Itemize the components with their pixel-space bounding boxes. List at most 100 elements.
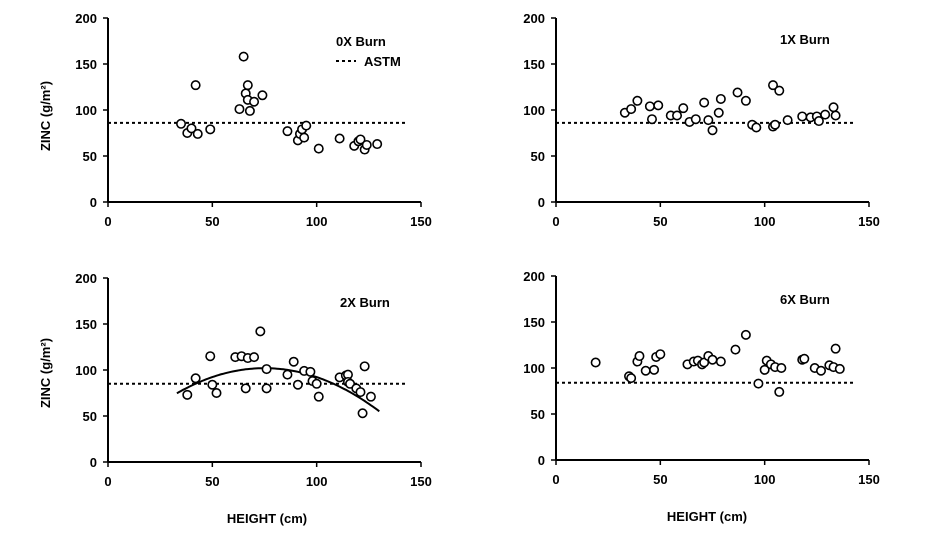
data-point [646, 114, 657, 125]
y-tick-label: 150 [75, 317, 97, 332]
data-point [707, 125, 718, 136]
data-point [699, 97, 710, 108]
data-point [249, 96, 260, 107]
legend: ASTM [336, 54, 401, 69]
data-point [816, 365, 827, 376]
data-point [626, 373, 637, 384]
data-point [234, 104, 245, 115]
data-point [282, 369, 293, 380]
data-point [653, 100, 664, 111]
data-point [240, 383, 251, 394]
y-tick-label: 50 [531, 407, 545, 422]
y-tick-label: 50 [531, 149, 545, 164]
data-point [313, 391, 324, 402]
x-tick-label: 50 [653, 214, 667, 229]
y-tick-label: 0 [538, 453, 545, 468]
data-point [834, 363, 845, 374]
data-point [190, 80, 201, 91]
data-point [768, 80, 779, 91]
y-axis-title-top: ZINC (g/m²) [38, 81, 53, 151]
y-tick-label: 50 [83, 149, 97, 164]
data-point [190, 373, 201, 384]
data-point [715, 356, 726, 367]
y-tick-label: 200 [75, 11, 97, 26]
x-tick-label: 100 [754, 472, 776, 487]
panel-title: 0X Burn [336, 34, 386, 49]
data-point [288, 356, 299, 367]
data-point [730, 344, 741, 355]
data-point [334, 133, 345, 144]
data-point [292, 379, 303, 390]
legend-label: ASTM [364, 54, 401, 69]
data-point [813, 116, 824, 127]
y-tick-label: 0 [90, 195, 97, 210]
x-tick-label: 50 [653, 472, 667, 487]
data-point [634, 351, 645, 362]
data-point [830, 343, 841, 354]
data-point [740, 95, 751, 106]
x-tick-label: 150 [410, 214, 432, 229]
x-tick-label: 150 [410, 474, 432, 489]
data-point [649, 364, 660, 375]
y-tick-label: 150 [75, 57, 97, 72]
data-point [361, 139, 372, 150]
data-point [305, 366, 316, 377]
panel-0x-burn: 0 50 100 150 200 0 50 100 150 0X Burn ASTM [75, 11, 432, 229]
y-tick-label: 50 [83, 409, 97, 424]
data-point [753, 378, 764, 389]
y-axis-title-bottom: ZINC (g/m²) [38, 338, 53, 408]
data-point [774, 85, 785, 96]
data-point [678, 103, 689, 114]
data-point [249, 352, 260, 363]
data-point [707, 354, 718, 365]
x-axis-title-right: HEIGHT (cm) [667, 509, 747, 524]
x-tick-label: 0 [104, 474, 111, 489]
panel-title: 2X Burn [340, 295, 390, 310]
data-point [590, 357, 601, 368]
data-point [301, 120, 312, 131]
data-point [261, 364, 272, 375]
data-point [640, 365, 651, 376]
data-point [644, 101, 655, 112]
data-point [176, 118, 187, 129]
x-tick-label: 0 [552, 214, 559, 229]
data-point [830, 110, 841, 121]
x-tick-label: 0 [104, 214, 111, 229]
data-point [715, 93, 726, 104]
data-point [192, 128, 203, 139]
data-point [242, 80, 253, 91]
data-point [261, 383, 272, 394]
panel-1x-burn: 0 50 100 150 200 0 50 100 150 1X Burn [523, 11, 880, 229]
data-point [282, 126, 293, 137]
panel-title: 1X Burn [780, 32, 830, 47]
x-tick-label: 100 [306, 474, 328, 489]
data-point [799, 353, 810, 364]
x-axis-title-left: HEIGHT (cm) [227, 511, 307, 526]
x-tick-label: 50 [205, 214, 219, 229]
data-point [820, 109, 831, 120]
data-point [774, 386, 785, 397]
data-point [626, 104, 637, 115]
data-point [703, 115, 714, 126]
y-tick-label: 0 [538, 195, 545, 210]
data-point [713, 107, 724, 118]
data-point [355, 134, 366, 145]
data-point [797, 111, 808, 122]
data-point [238, 51, 249, 62]
y-tick-label: 150 [523, 57, 545, 72]
x-tick-label: 50 [205, 474, 219, 489]
data-point [672, 110, 683, 121]
data-point [782, 115, 793, 126]
data-point [255, 326, 266, 337]
data-point [632, 95, 643, 106]
data-point [211, 388, 222, 399]
x-tick-label: 150 [858, 472, 880, 487]
data-point [244, 105, 255, 116]
panel-2x-burn: 0 50 100 150 200 0 50 100 150 2X Burn [75, 271, 432, 489]
y-tick-label: 200 [75, 271, 97, 286]
y-tick-label: 100 [523, 103, 545, 118]
fitted-curve [176, 367, 380, 413]
data-point [299, 132, 310, 143]
data-point [751, 122, 762, 133]
data-point [205, 124, 216, 135]
